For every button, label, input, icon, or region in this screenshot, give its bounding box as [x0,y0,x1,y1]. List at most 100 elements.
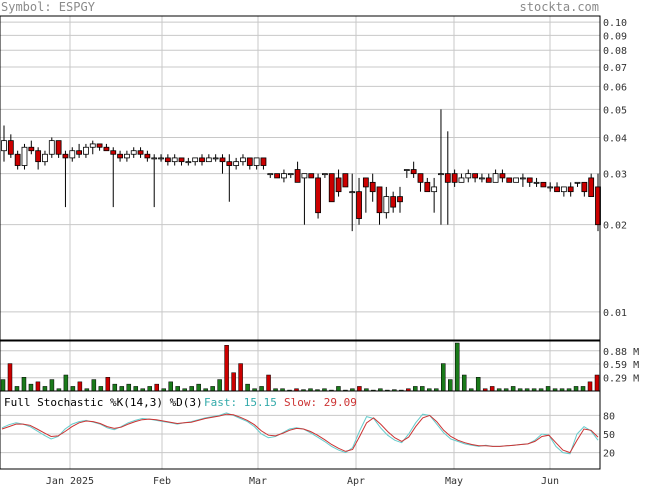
volume-bar [336,386,341,392]
volume-bar [245,383,250,392]
volume-bar [133,386,139,392]
candle-body [281,173,287,179]
candle-body [410,169,417,175]
candle-body [164,157,171,163]
candle-body [233,161,240,166]
candle-body [151,157,158,160]
volume-bar [63,374,69,392]
candle-body [560,186,567,193]
candle-body [335,177,342,193]
stochastic-tick-label: 50 [603,430,615,441]
candle-body [185,161,192,164]
candle-body [42,153,48,163]
x-axis-ticks: Jan 2025 Feb Mar Apr May Jun [46,476,559,486]
candle-body [158,157,164,160]
candle-body [424,181,431,193]
candle-body [376,186,383,214]
volume-bar [357,386,362,392]
volume-bar [441,363,446,392]
site-label: stockta.com [519,0,599,14]
candle-body [226,161,233,166]
candle-body [403,169,410,171]
k-line [1,412,599,455]
candle-body [130,150,137,155]
candle-body [383,196,390,214]
volume-bar [447,379,453,392]
volume-bar [42,386,48,392]
candle-body [533,181,540,184]
candle-body [69,150,76,159]
volume-bar [573,386,579,392]
candle-body [48,140,55,155]
candle-body [260,157,267,166]
volume-bar [49,379,55,392]
candle-body [267,173,274,176]
volume-bar [0,379,6,392]
volume-axis-ticks: 0.88 M 0.59 M 0.29 M [603,347,639,385]
candle-body [171,157,178,163]
candle-body [83,146,89,155]
candle-body [301,173,308,179]
volume-bar [461,374,467,392]
volume-bar [454,342,460,392]
candle-body [212,157,219,160]
candle-body [110,150,117,155]
volume-bar [580,386,586,392]
x-tick-label: Jan 2025 [46,476,94,486]
price-tick-label: 0.05 [603,105,627,116]
x-tick-label: Jun [541,476,559,486]
price-candles [1,109,601,232]
candle-body [479,177,485,180]
volume-bar [28,383,34,392]
volume-bar [168,381,173,392]
candle-body [315,177,321,214]
candle-body [369,181,376,193]
stochastic-tick-label: 80 [603,411,615,422]
volume-bar [217,379,222,392]
volume-bar [77,381,83,392]
price-tick-label: 0.08 [603,46,627,57]
volume-bar [510,386,516,392]
candle-body [35,150,42,163]
x-tick-label: Feb [153,476,171,486]
candle-body [7,140,14,155]
volume-bar [98,386,104,392]
candle-body [321,173,328,176]
volume-bar [119,386,125,392]
x-tick-label: Apr [347,476,365,486]
candle-body [21,146,28,166]
volume-bar [105,377,111,392]
volume-bar [35,381,41,392]
candle-body [76,150,83,155]
candle-body [246,157,253,166]
candle-body [397,196,403,203]
candle-body [417,173,424,183]
volume-bar [587,381,593,392]
price-tick-label: 0.09 [603,31,627,42]
candle-body [178,157,185,163]
candle-body [540,181,547,188]
candle-body [96,143,103,148]
candle-body [390,196,397,208]
candle-body [431,186,438,193]
candle-body [14,153,21,166]
volume-bar [238,363,243,392]
candle-body [274,173,281,179]
volume-bar [420,386,425,392]
volume-bar [545,386,551,392]
volume-bar [70,386,76,392]
candle-body [342,173,349,188]
candle-body [328,173,335,203]
candle-body [349,191,356,194]
candle-body [294,169,301,183]
candle-body [144,153,151,159]
candle-body [499,173,506,179]
price-tick-label: 0.01 [603,308,627,319]
stochastic-title: Full Stochastic %K(14,3) %D(3) [4,396,203,409]
volume-bar [259,386,264,392]
stochastic-tick-label: 20 [603,449,615,460]
candle-body [89,143,96,148]
candle-body [438,173,444,176]
volume-bar [21,377,27,392]
candle-body [465,173,472,179]
